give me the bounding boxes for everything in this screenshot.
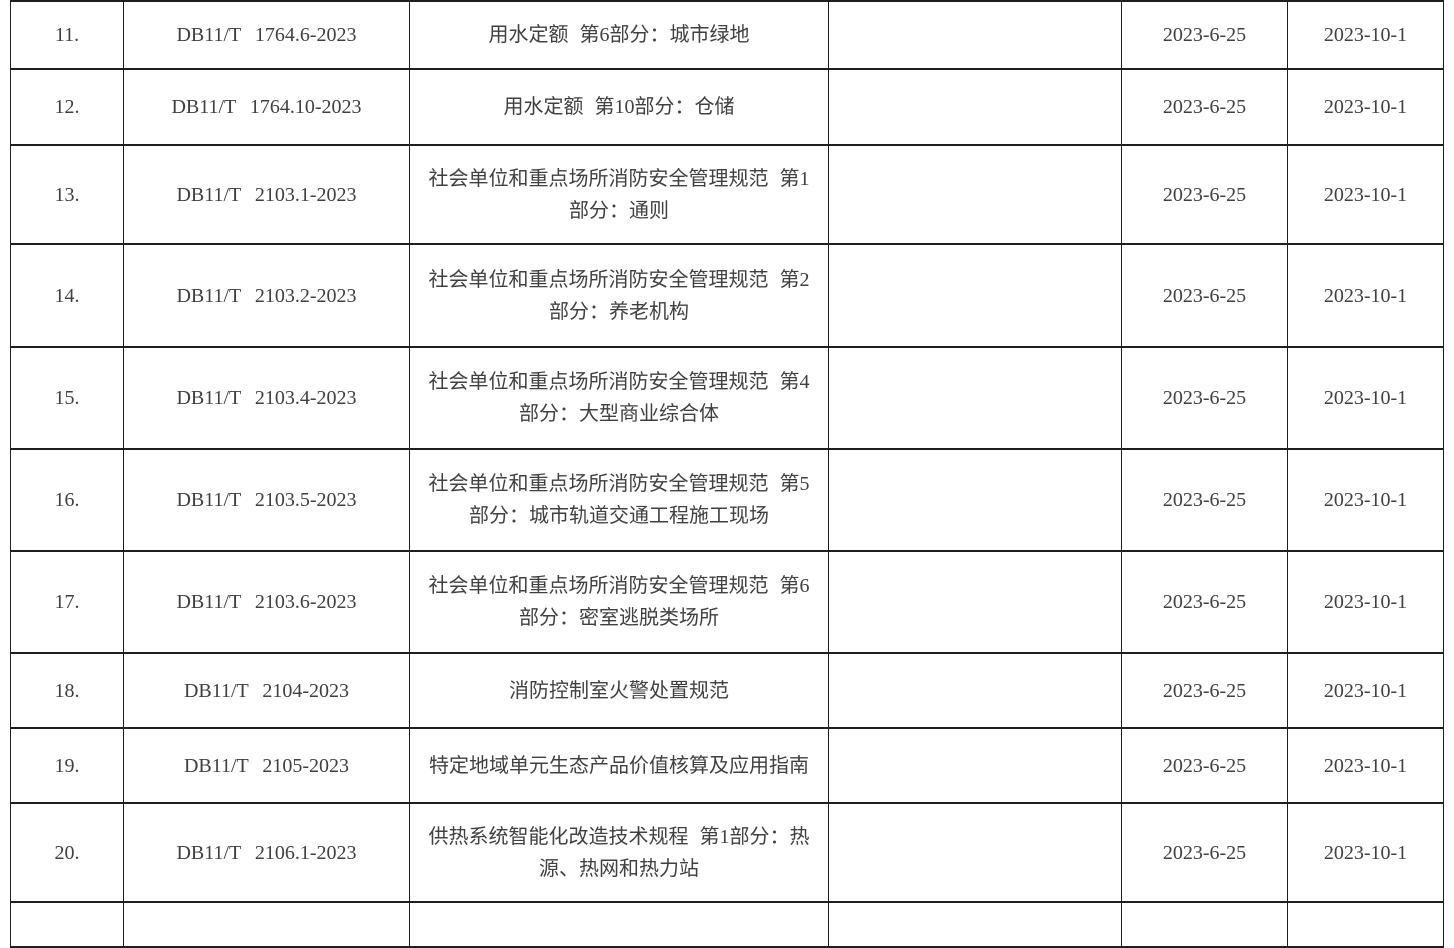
release-date-cell: 2023-6-25 bbox=[1121, 243, 1288, 348]
standards-table-body: 11. DB11/T 1764.6-2023 用水定额 第6部分：城市绿地 2023-… bbox=[10, 0, 1444, 948]
release-date-cell: 2023-6-25 bbox=[1121, 346, 1288, 450]
standard-code-cell: DB11/T 2103.2-2023 bbox=[123, 243, 410, 348]
standard-code-cell: DB11/T 2106.1-2023 bbox=[123, 802, 410, 903]
standard-title-cell: 社会单位和重点场所消防安全管理规范 第1部分：通则 bbox=[409, 144, 829, 245]
standard-code-cell: DB11/T 2103.1-2023 bbox=[123, 144, 410, 245]
blank-cell bbox=[828, 243, 1122, 348]
standard-code-cell: DB11/T 2104-2023 bbox=[123, 652, 410, 729]
release-date-cell: 2023-6-25 bbox=[1121, 550, 1288, 654]
blank-cell bbox=[828, 448, 1122, 552]
standard-title-cell: 社会单位和重点场所消防安全管理规范 第5部分：城市轨道交通工程施工现场 bbox=[409, 448, 829, 552]
standard-title-cell bbox=[409, 901, 829, 948]
blank-cell bbox=[828, 901, 1122, 948]
release-date-cell: 2023-6-25 bbox=[1121, 802, 1288, 903]
release-date-cell: 2023-6-25 bbox=[1121, 652, 1288, 729]
standard-title-cell: 用水定额 第10部分：仓储 bbox=[409, 68, 829, 146]
table-row: 14. DB11/T 2103.2-2023 社会单位和重点场所消防安全管理规范 第… bbox=[10, 243, 1444, 348]
table-row: 15. DB11/T 2103.4-2023 社会单位和重点场所消防安全管理规范 第… bbox=[10, 346, 1444, 450]
implementation-date-cell: 2023-10-1 bbox=[1287, 448, 1444, 552]
table-row: 16. DB11/T 2103.5-2023 社会单位和重点场所消防安全管理规范 第… bbox=[10, 448, 1444, 552]
blank-cell bbox=[828, 144, 1122, 245]
standard-code-cell: DB11/T 2105-2023 bbox=[123, 727, 410, 804]
blank-cell bbox=[828, 68, 1122, 146]
release-date-cell: 2023-6-25 bbox=[1121, 448, 1288, 552]
standards-table: 11. DB11/T 1764.6-2023 用水定额 第6部分：城市绿地 2023-… bbox=[10, 0, 1444, 948]
implementation-date-cell: 2023-10-1 bbox=[1287, 727, 1444, 804]
implementation-date-cell: 2023-10-1 bbox=[1287, 0, 1444, 70]
standard-code-cell: DB11/T 1764.6-2023 bbox=[123, 0, 410, 70]
table-row: 11. DB11/T 1764.6-2023 用水定额 第6部分：城市绿地 2023-… bbox=[10, 0, 1444, 70]
standard-title-cell: 特定地域单元生态产品价值核算及应用指南 bbox=[409, 727, 829, 804]
blank-cell bbox=[828, 727, 1122, 804]
standard-title-cell: 社会单位和重点场所消防安全管理规范 第4部分：大型商业综合体 bbox=[409, 346, 829, 450]
blank-cell bbox=[828, 346, 1122, 450]
release-date-cell: 2023-6-25 bbox=[1121, 144, 1288, 245]
row-number-cell: 11. bbox=[10, 0, 124, 70]
row-number-cell bbox=[10, 901, 124, 948]
implementation-date-cell: 2023-10-1 bbox=[1287, 550, 1444, 654]
implementation-date-cell: 2023-10-1 bbox=[1287, 243, 1444, 348]
blank-cell bbox=[828, 550, 1122, 654]
implementation-date-cell: 2023-10-1 bbox=[1287, 68, 1444, 146]
standard-code-cell: DB11/T 2103.4-2023 bbox=[123, 346, 410, 450]
table-row: 19. DB11/T 2105-2023 特定地域单元生态产品价值核算及应用指南 20… bbox=[10, 727, 1444, 804]
implementation-date-cell: 2023-10-1 bbox=[1287, 652, 1444, 729]
table-row: 17. DB11/T 2103.6-2023 社会单位和重点场所消防安全管理规范 第… bbox=[10, 550, 1444, 654]
table-row: 13. DB11/T 2103.1-2023 社会单位和重点场所消防安全管理规范 第… bbox=[10, 144, 1444, 245]
row-number-cell: 12. bbox=[10, 68, 124, 146]
row-number-cell: 19. bbox=[10, 727, 124, 804]
standard-code-cell: DB11/T 2103.5-2023 bbox=[123, 448, 410, 552]
implementation-date-cell: 2023-10-1 bbox=[1287, 346, 1444, 450]
release-date-cell bbox=[1121, 901, 1288, 948]
row-number-cell: 15. bbox=[10, 346, 124, 450]
document-page: 11. DB11/T 1764.6-2023 用水定额 第6部分：城市绿地 2023-… bbox=[10, 0, 1444, 948]
row-number-cell: 17. bbox=[10, 550, 124, 654]
table-row-partial bbox=[10, 901, 1444, 948]
release-date-cell: 2023-6-25 bbox=[1121, 727, 1288, 804]
release-date-cell: 2023-6-25 bbox=[1121, 0, 1288, 70]
blank-cell bbox=[828, 802, 1122, 903]
standard-code-cell bbox=[123, 901, 410, 948]
table-row: 18. DB11/T 2104-2023 消防控制室火警处置规范 2023-6-25 2… bbox=[10, 652, 1444, 729]
row-number-cell: 13. bbox=[10, 144, 124, 245]
table-row: 12. DB11/T 1764.10-2023 用水定额 第10部分：仓储 2023-… bbox=[10, 68, 1444, 146]
standard-title-cell: 社会单位和重点场所消防安全管理规范 第2部分：养老机构 bbox=[409, 243, 829, 348]
implementation-date-cell bbox=[1287, 901, 1444, 948]
row-number-cell: 20. bbox=[10, 802, 124, 903]
table-row: 20. DB11/T 2106.1-2023 供热系统智能化改造技术规程 第1部分：… bbox=[10, 802, 1444, 903]
blank-cell bbox=[828, 652, 1122, 729]
row-number-cell: 16. bbox=[10, 448, 124, 552]
release-date-cell: 2023-6-25 bbox=[1121, 68, 1288, 146]
standard-title-cell: 用水定额 第6部分：城市绿地 bbox=[409, 0, 829, 70]
standard-title-cell: 消防控制室火警处置规范 bbox=[409, 652, 829, 729]
standard-code-cell: DB11/T 1764.10-2023 bbox=[123, 68, 410, 146]
standard-title-cell: 供热系统智能化改造技术规程 第1部分：热源、热网和热力站 bbox=[409, 802, 829, 903]
implementation-date-cell: 2023-10-1 bbox=[1287, 802, 1444, 903]
row-number-cell: 18. bbox=[10, 652, 124, 729]
row-number-cell: 14. bbox=[10, 243, 124, 348]
standard-title-cell: 社会单位和重点场所消防安全管理规范 第6部分：密室逃脱类场所 bbox=[409, 550, 829, 654]
standard-code-cell: DB11/T 2103.6-2023 bbox=[123, 550, 410, 654]
blank-cell bbox=[828, 0, 1122, 70]
implementation-date-cell: 2023-10-1 bbox=[1287, 144, 1444, 245]
